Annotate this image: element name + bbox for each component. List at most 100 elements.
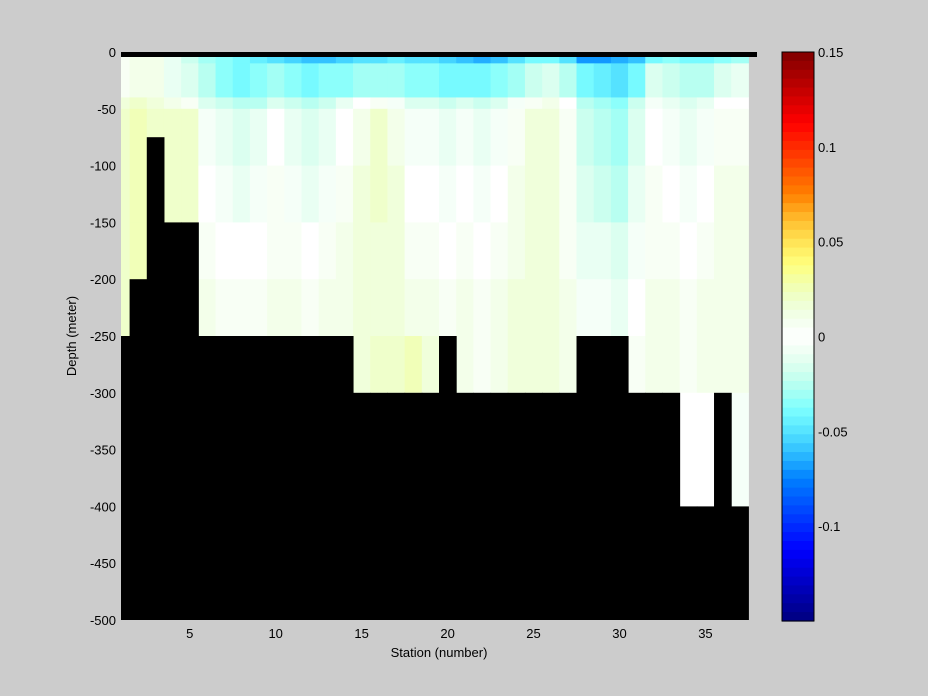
colorbar-band [782, 132, 814, 142]
heatmap-cell [559, 63, 578, 98]
heatmap-cell [559, 52, 578, 64]
seafloor-mask [679, 506, 698, 620]
heatmap-cell [593, 165, 612, 223]
heatmap-cell [473, 52, 492, 64]
heatmap-cell [662, 165, 681, 223]
heatmap-cell [731, 336, 749, 394]
heatmap-cell [456, 108, 474, 167]
heatmap-cell [542, 52, 560, 64]
seafloor-mask [576, 336, 595, 620]
colorbar-band [782, 220, 814, 231]
heatmap-cell [370, 63, 388, 98]
heatmap-cell [421, 222, 440, 280]
colorbar-band [782, 594, 814, 604]
heatmap-cell [696, 336, 715, 394]
heatmap-cell [318, 52, 337, 64]
colorbar-band [782, 194, 814, 204]
colorbar-band [782, 309, 814, 320]
heatmap-cell [610, 63, 629, 98]
colorbar-band [782, 203, 814, 213]
heatmap-cell [490, 279, 509, 337]
heatmap-cell [404, 63, 423, 98]
heatmap-cell [421, 165, 440, 223]
colorbar-band [782, 176, 814, 186]
colorbar-band [782, 87, 814, 98]
colorbar-band [782, 354, 814, 364]
heatmap-cell [473, 63, 492, 98]
heatmap-cell [301, 108, 320, 167]
heatmap-cell [421, 336, 440, 394]
heatmap-cell [439, 97, 457, 110]
colorbar-band [782, 274, 814, 284]
heatmap-cell [387, 52, 406, 64]
heatmap-cell [524, 222, 543, 280]
y-tick-label: 0 [109, 45, 116, 60]
heatmap-cell [404, 279, 423, 337]
heatmap-cell [249, 279, 268, 337]
heatmap-cell [628, 279, 646, 337]
colorbar-band [782, 460, 814, 471]
heatmap-cell [714, 222, 732, 280]
heatmap-cell [421, 63, 440, 98]
colorbar-band [782, 549, 814, 560]
heatmap-cell [284, 165, 302, 223]
heatmap-cell [696, 279, 715, 337]
heatmap-cell [628, 52, 646, 64]
heatmap-cell [232, 52, 251, 64]
heatmap-cell [335, 108, 354, 167]
colorbar-tick-label: 0.1 [818, 140, 836, 155]
heatmap-cell [318, 97, 337, 110]
heatmap-cell [198, 222, 217, 280]
heatmap-cell [610, 97, 629, 110]
seafloor-mask [439, 336, 457, 620]
heatmap-cell [404, 222, 423, 280]
colorbar-band [782, 469, 814, 480]
colorbar-tick-label: -0.05 [818, 424, 848, 439]
y-tick-label: -500 [90, 613, 116, 628]
heatmap-cell [181, 52, 199, 64]
heatmap-cell [456, 165, 474, 223]
heatmap-cell [284, 52, 302, 64]
heatmap-cell [645, 279, 663, 337]
heatmap-cell [284, 63, 302, 98]
heatmap-cell [181, 108, 199, 167]
heatmap-cell [542, 279, 560, 337]
heatmap-cell [353, 97, 371, 110]
colorbar-band [782, 389, 814, 400]
heatmap-cell [628, 108, 646, 167]
heatmap-cell [679, 108, 698, 167]
colorbar-band [782, 603, 814, 613]
heatmap-cell [215, 279, 234, 337]
heatmap-cell [610, 279, 629, 337]
heatmap-cell [524, 165, 543, 223]
heatmap-cell [490, 108, 509, 167]
heatmap-cell [353, 165, 371, 223]
heatmap-cell [421, 279, 440, 337]
heatmap-cell [714, 108, 732, 167]
heatmap-cell [714, 52, 732, 64]
heatmap-cell [490, 222, 509, 280]
heatmap-cell [318, 63, 337, 98]
colorbar-band [782, 114, 814, 124]
heatmap-cell [679, 165, 698, 223]
heatmap-cell [714, 165, 732, 223]
seafloor-mask [249, 336, 268, 620]
seafloor-mask [542, 392, 560, 620]
heatmap-cell [370, 108, 388, 167]
x-axis-label: Station (number) [391, 645, 488, 660]
heatmap-cell [507, 222, 526, 280]
heatmap-cell [439, 222, 457, 280]
heatmap-cell [232, 279, 251, 337]
heatmap-cell [507, 97, 526, 110]
heatmap-cell [267, 279, 285, 337]
heatmap-cell [198, 108, 217, 167]
heatmap-cell [421, 97, 440, 110]
seafloor-mask [267, 336, 285, 620]
heatmap-cell [662, 52, 681, 64]
heatmap-cell [645, 222, 663, 280]
heatmap-cell [284, 97, 302, 110]
heatmap-cell [507, 165, 526, 223]
heatmap-cell [628, 222, 646, 280]
